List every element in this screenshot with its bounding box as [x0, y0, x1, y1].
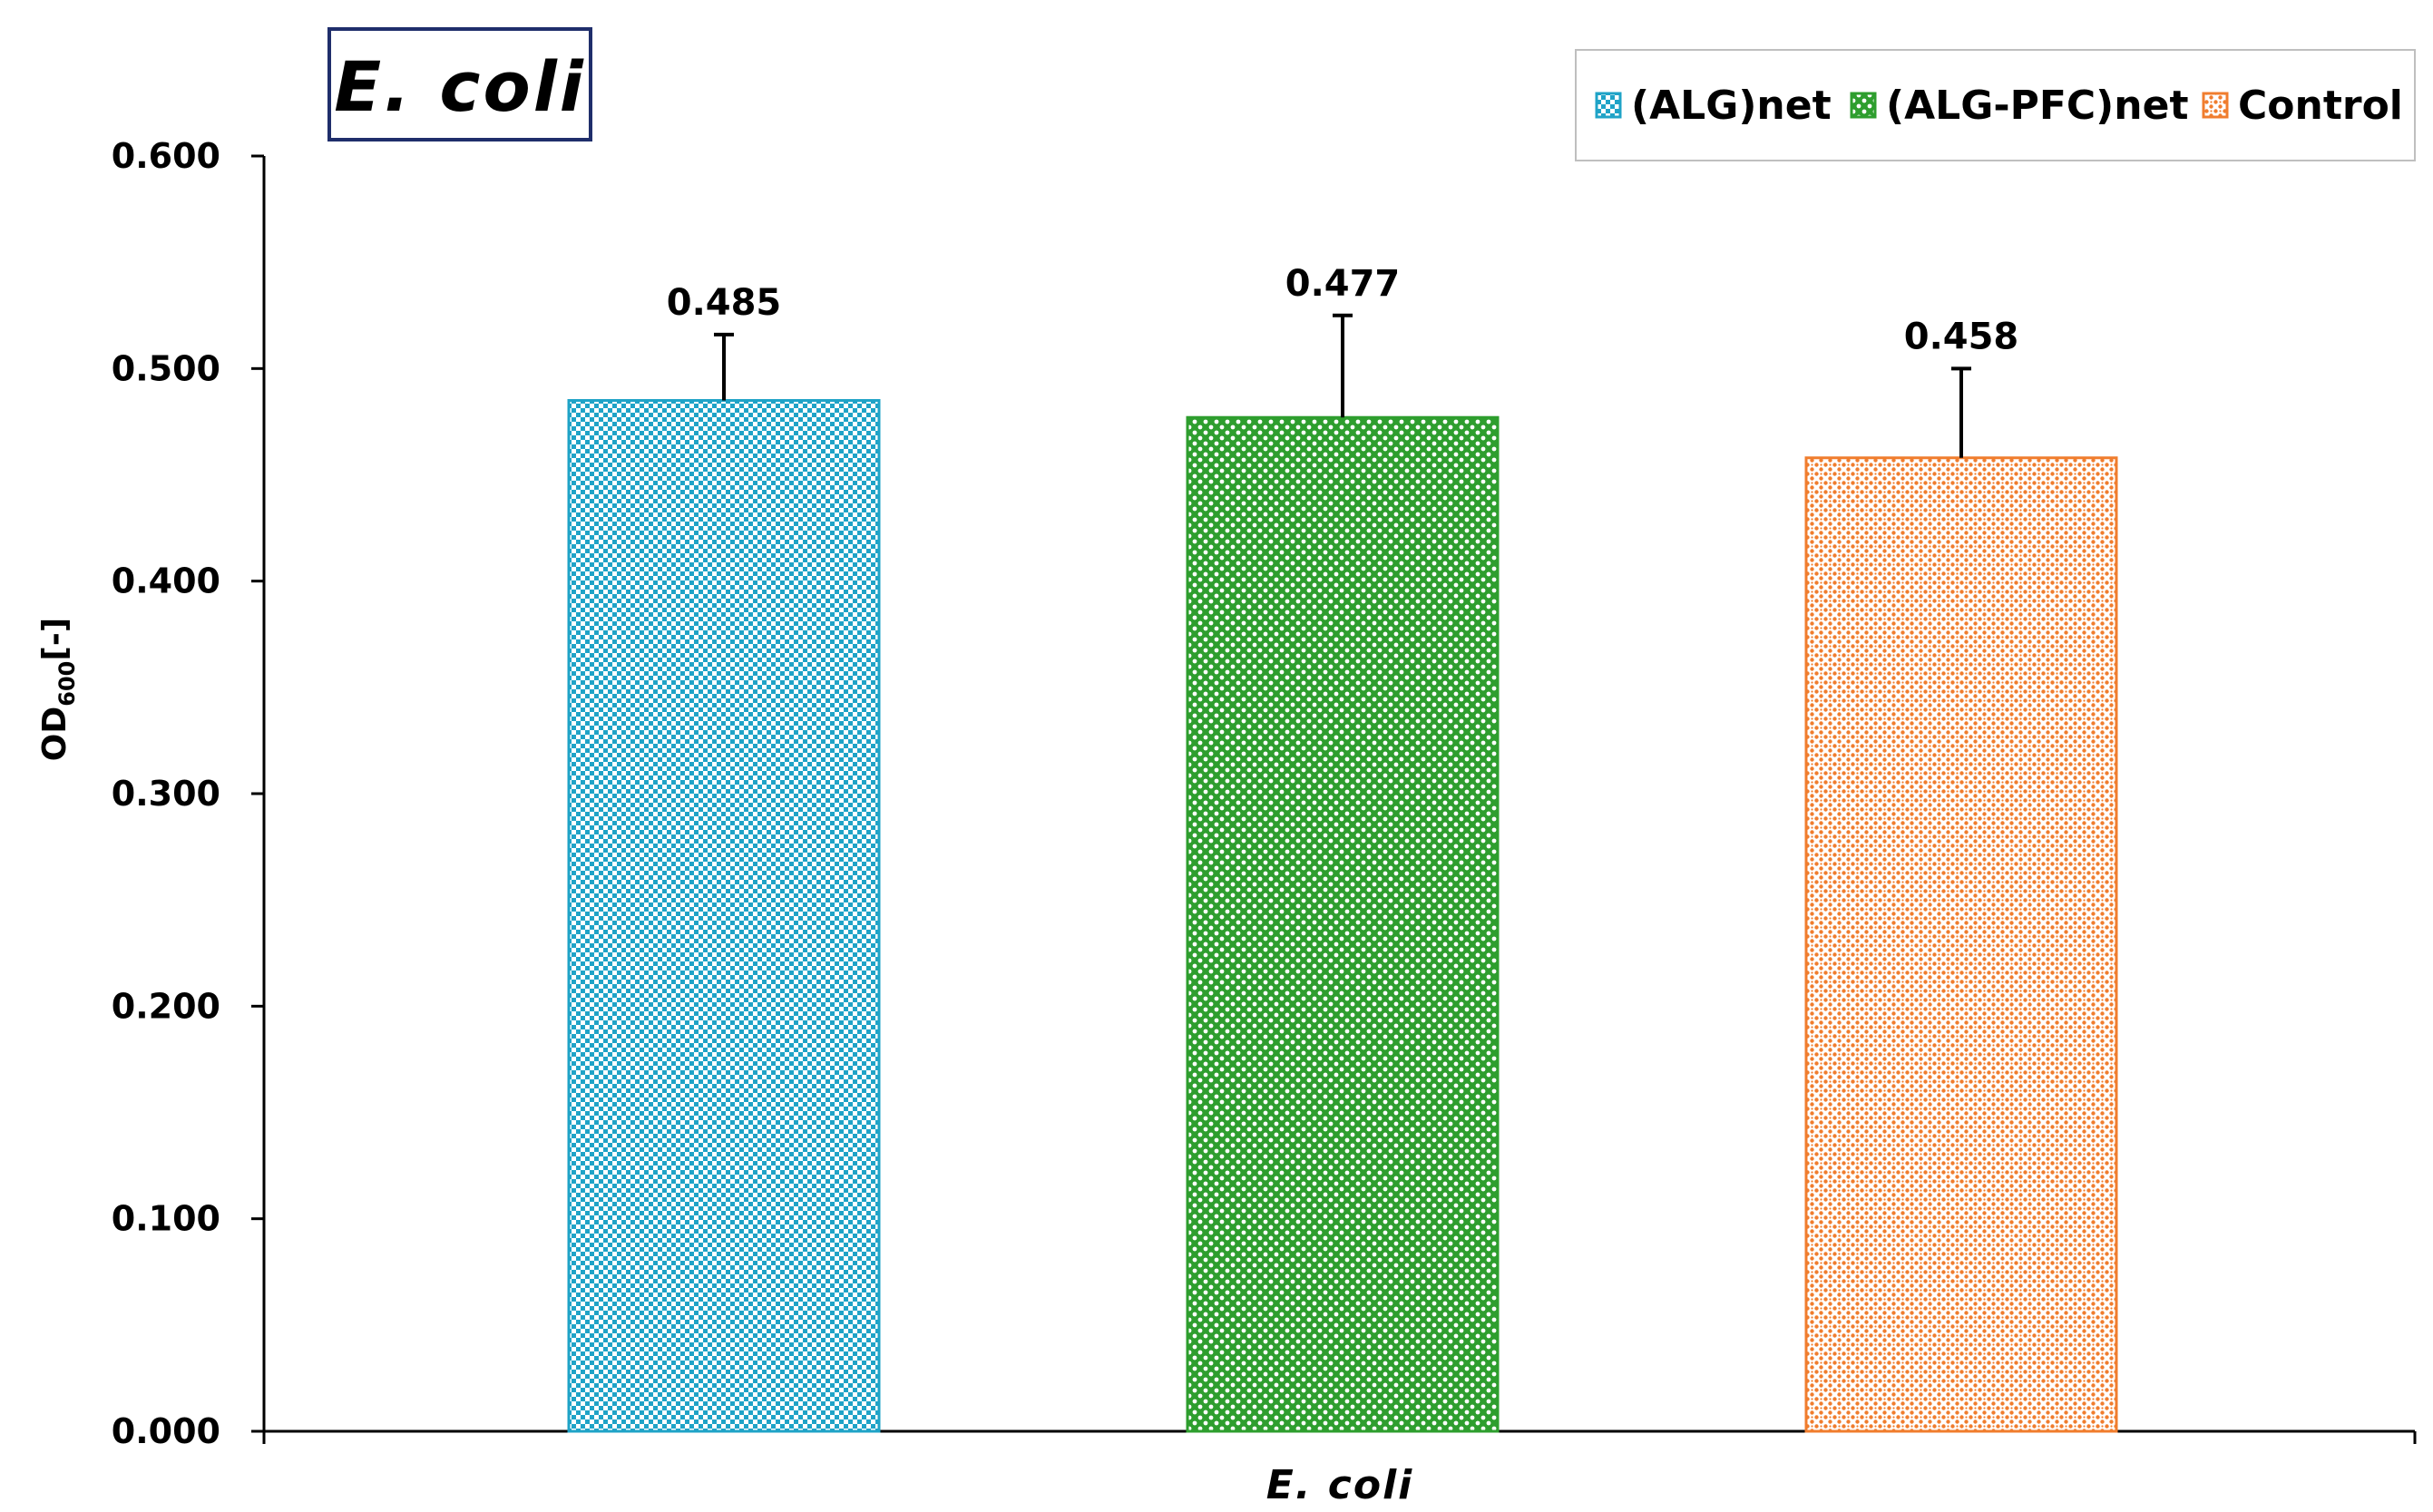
y-tick-label: 0.000	[112, 1411, 220, 1451]
data-label-3: 0.458	[1904, 316, 2019, 357]
bar-3	[1804, 456, 2118, 1433]
bar-1	[567, 398, 881, 1433]
legend: (ALG)net (ALG-PFC)net Control	[1575, 49, 2416, 161]
legend-label-2: (ALG-PFC)net	[1886, 83, 2188, 129]
y-tick-label: 0.400	[112, 561, 220, 601]
chart-title-box: E. coli	[327, 27, 592, 141]
bar-2	[1186, 415, 1500, 1433]
legend-label-3: Control	[2238, 83, 2403, 129]
y-tick-label: 0.200	[112, 986, 220, 1026]
y-axis-title-sub: 600	[54, 661, 80, 707]
x-axis-title: E. coli	[1266, 1462, 1414, 1508]
data-label-1: 0.485	[667, 282, 782, 324]
y-tick-label: 0.600	[112, 136, 220, 176]
legend-swatch-2	[1850, 92, 1877, 119]
y-tick-label: 0.100	[112, 1199, 220, 1239]
legend-swatch-3	[2202, 92, 2229, 119]
legend-label-1: (ALG)net	[1631, 83, 1832, 129]
y-tick-label: 0.500	[112, 348, 220, 388]
data-label-2: 0.477	[1285, 263, 1401, 305]
y-axis-title-main: OD	[36, 707, 73, 762]
y-axis-title: OD600[-]	[36, 618, 80, 761]
y-tick-label: 0.300	[112, 774, 220, 814]
legend-swatch-1	[1595, 92, 1622, 119]
y-axis-title-suffix: [-]	[36, 618, 73, 661]
chart-title: E. coli	[334, 46, 586, 127]
